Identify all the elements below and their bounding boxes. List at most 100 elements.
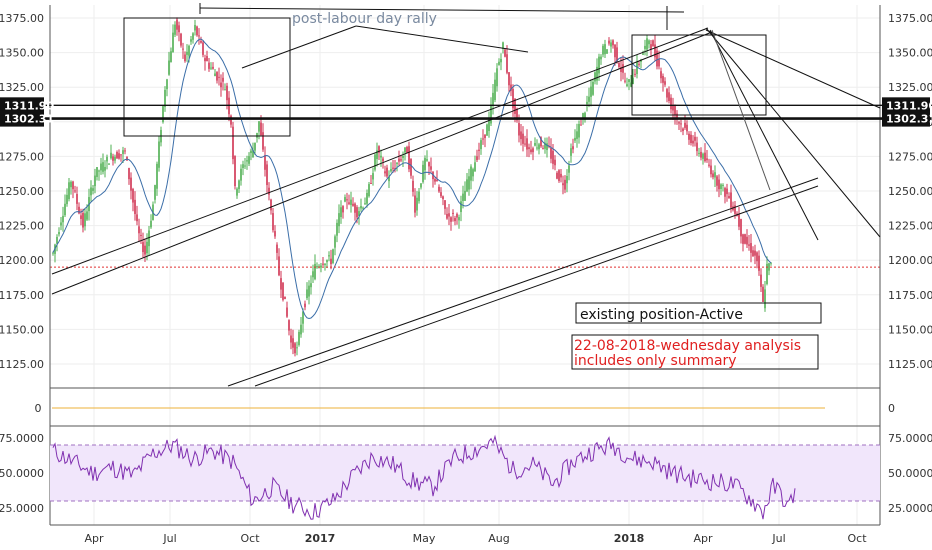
- candle-body: [144, 245, 146, 255]
- candle-body: [298, 331, 300, 345]
- candle-body: [500, 58, 502, 63]
- candle-body: [328, 255, 330, 257]
- candle-body: [740, 219, 742, 237]
- rsi-tick-right: 25.0000: [888, 502, 932, 515]
- candle-body: [156, 163, 158, 189]
- candle-body: [446, 213, 448, 219]
- candle-body: [692, 140, 694, 144]
- candle-body: [508, 72, 510, 86]
- candle-body: [604, 44, 606, 55]
- candle-body: [404, 147, 406, 153]
- candle-body: [438, 186, 440, 192]
- candle-body: [474, 162, 476, 172]
- candle-body: [700, 151, 702, 158]
- candle-body: [302, 311, 304, 324]
- annotation-pointer-1: [199, 7, 685, 13]
- candle-body: [374, 154, 376, 170]
- descending-line-4: [711, 29, 771, 191]
- candle-body: [84, 213, 86, 227]
- candle-body: [396, 162, 398, 164]
- candle-body: [610, 42, 612, 47]
- candle-body: [338, 213, 340, 227]
- candle-body: [666, 89, 668, 98]
- candle-body: [104, 166, 106, 171]
- candle-body: [384, 171, 386, 174]
- candle-body: [498, 61, 500, 65]
- candle-body: [424, 158, 426, 171]
- candle-body: [718, 179, 720, 190]
- candle-body: [240, 168, 242, 181]
- candle-body: [724, 188, 726, 197]
- candle-body: [138, 226, 140, 234]
- annotation-pointer-5: [355, 25, 529, 53]
- candle-body: [556, 172, 558, 179]
- candle-body: [258, 121, 260, 132]
- channel-lower-1: [227, 177, 819, 387]
- candle-body: [178, 25, 180, 33]
- candle-body: [66, 194, 68, 205]
- candle-body: [284, 296, 286, 299]
- candle-body: [520, 131, 522, 140]
- candle-body: [620, 67, 622, 73]
- candle-body: [708, 164, 710, 166]
- candle-body: [766, 263, 768, 285]
- candle-body: [418, 191, 420, 202]
- price-tick-left: 1175.00: [0, 289, 44, 302]
- candle-body: [658, 59, 660, 67]
- candle-body: [280, 278, 282, 290]
- candle-body: [552, 150, 554, 164]
- price-tick-right: 1125.00: [888, 358, 932, 371]
- time-axis: Apr Jul Oct 2017 May Aug 2018 Apr Jul Oct: [84, 532, 867, 545]
- candle-body: [180, 33, 182, 46]
- candle-body: [304, 303, 306, 308]
- candle-body: [450, 217, 452, 222]
- candle-body: [68, 182, 70, 200]
- candle-body: [232, 126, 234, 160]
- candle-body: [760, 274, 762, 287]
- candle-body: [432, 171, 434, 180]
- candle-body: [582, 113, 584, 119]
- candle-body: [92, 188, 94, 191]
- candle-body: [458, 217, 460, 221]
- candle-body: [476, 156, 478, 161]
- candle-body: [134, 199, 136, 215]
- candle-body: [640, 59, 642, 62]
- candle-body: [490, 104, 492, 124]
- candle-body: [654, 44, 656, 58]
- time-tick: 2017: [305, 532, 336, 545]
- candle-body: [636, 61, 638, 75]
- candle-body: [188, 45, 190, 56]
- candle-body: [638, 63, 640, 65]
- candle-body: [52, 252, 54, 254]
- candle-body: [268, 187, 270, 195]
- candle-body: [244, 165, 246, 167]
- time-tick: Jul: [162, 532, 176, 545]
- candle-body: [282, 282, 284, 300]
- candle-body: [288, 320, 290, 331]
- candle-body: [204, 58, 206, 62]
- candle-body: [770, 262, 772, 264]
- level-label-left: 1302.31: [4, 113, 54, 126]
- candle-body: [310, 283, 312, 288]
- candle-body: [738, 214, 740, 227]
- candle-body: [248, 156, 250, 164]
- candle-body: [444, 200, 446, 209]
- candle-body: [482, 138, 484, 140]
- candle-body: [712, 173, 714, 178]
- candle-body: [634, 73, 636, 75]
- candle-body: [314, 263, 316, 280]
- candle-body: [688, 133, 690, 140]
- candle-body: [484, 134, 486, 139]
- candle-body: [686, 124, 688, 132]
- candle-body: [380, 155, 382, 158]
- candle-body: [346, 199, 348, 201]
- price-tick-right: 1250.00: [888, 185, 932, 198]
- candle-body: [516, 108, 518, 121]
- price-axis-left: 1125.00 1150.00 1175.00 1200.00 1225.00 1250.…: [0, 12, 44, 371]
- candle-body: [694, 136, 696, 141]
- candle-body: [576, 131, 578, 139]
- candle-body: [234, 156, 236, 187]
- candle-body: [76, 194, 78, 204]
- candle-body: [492, 92, 494, 106]
- candle-body: [334, 236, 336, 248]
